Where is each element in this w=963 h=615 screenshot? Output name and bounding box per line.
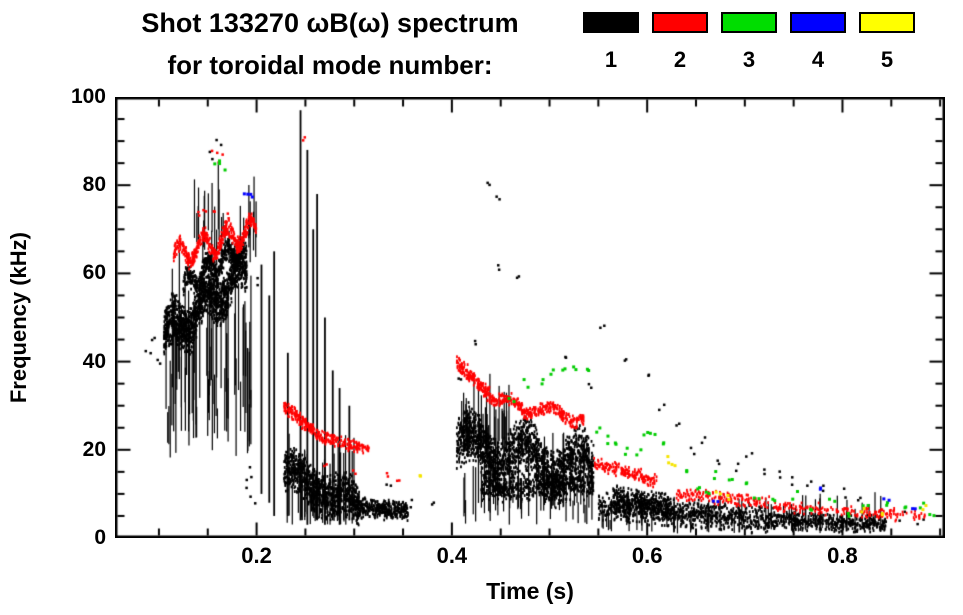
mode-legend: 1 2 3 4 5 [583, 12, 915, 72]
legend-swatch-mode-5 [859, 12, 915, 33]
spectrum-plot-canvas [115, 97, 945, 538]
y-axis-title: Frequency (kHz) [6, 231, 31, 404]
y-tick-label-80: 80 [82, 173, 106, 197]
legend-item-mode-1: 1 [583, 12, 639, 72]
x-axis-title: Time (s) [486, 578, 574, 604]
legend-swatch-mode-3 [721, 12, 777, 33]
legend-item-mode-5: 5 [859, 12, 915, 72]
legend-label-mode-4: 4 [811, 47, 825, 72]
y-tick-label-20: 20 [82, 437, 106, 461]
legend-swatch-mode-1 [583, 12, 639, 33]
chart-title-line2: for toroidal mode number: [167, 50, 493, 80]
legend-item-mode-4: 4 [790, 12, 846, 72]
legend-swatch-mode-4 [790, 12, 846, 33]
x-tick-label-0.8: 0.8 [827, 543, 858, 568]
x-tick-label-0.6: 0.6 [631, 543, 663, 568]
y-tick-label-0: 0 [94, 526, 106, 549]
legend-item-mode-3: 3 [721, 12, 777, 72]
y-tick-label-100: 100 [70, 85, 106, 108]
legend-label-mode-3: 3 [742, 47, 756, 72]
x-tick-label-0.4: 0.4 [436, 543, 468, 568]
y-tick-label-60: 60 [82, 261, 106, 285]
legend-item-mode-2: 2 [652, 12, 708, 72]
x-tick-label-0.2: 0.2 [241, 543, 272, 568]
legend-label-mode-2: 2 [673, 47, 687, 72]
y-axis-title-wrap: Frequency (kHz) [2, 97, 36, 538]
y-tick-label-40: 40 [82, 349, 106, 373]
legend-label-mode-1: 1 [604, 47, 618, 72]
chart-title-line1: Shot 133270 ωB(ω) spectrum [141, 8, 519, 38]
plot-area [115, 97, 945, 538]
legend-label-mode-5: 5 [880, 47, 894, 72]
legend-swatch-mode-2 [652, 12, 708, 33]
